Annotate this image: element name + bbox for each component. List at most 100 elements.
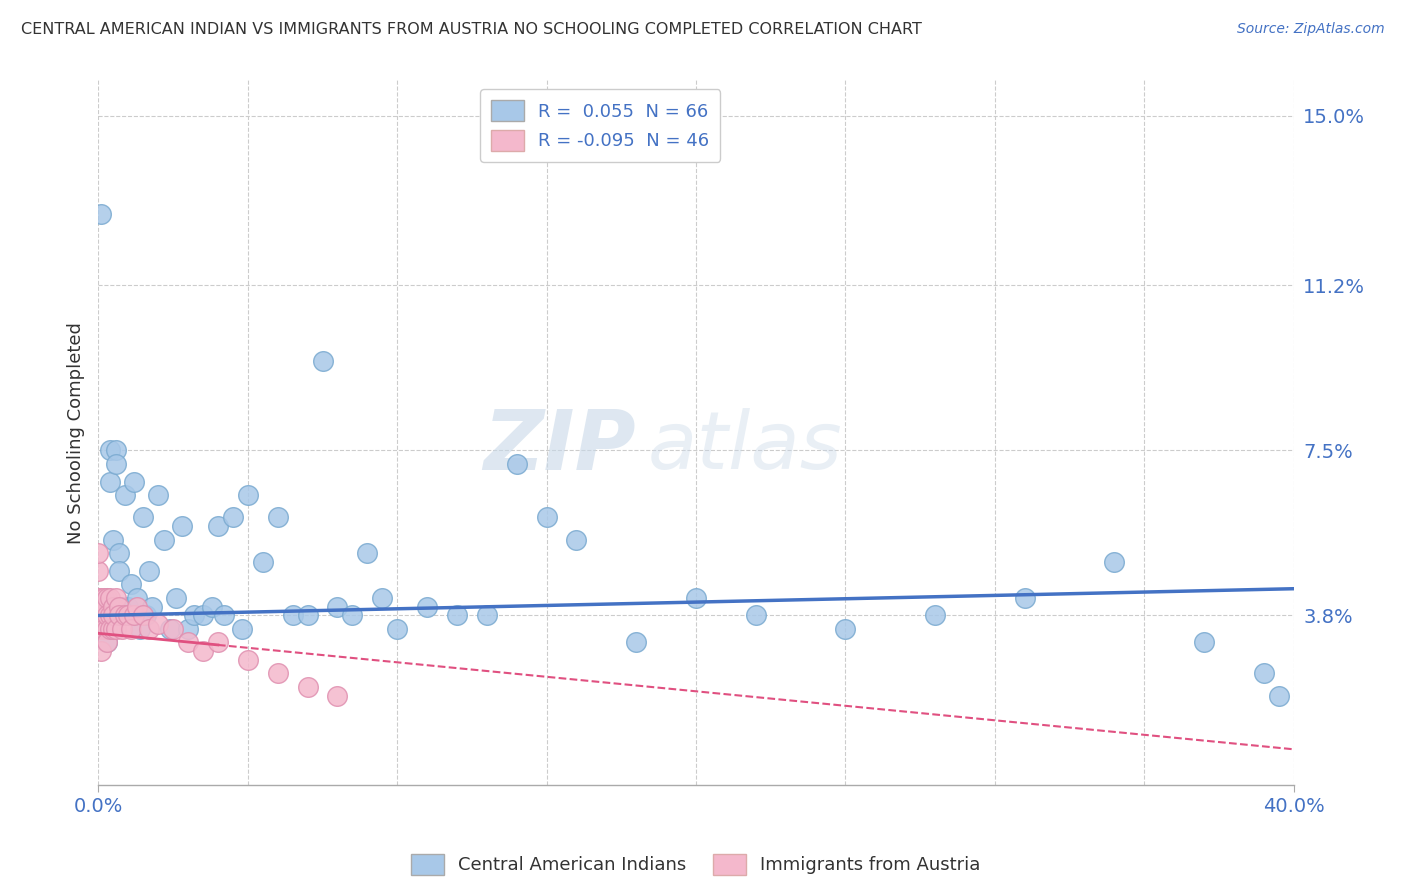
Point [356,546,378,560]
Point [87,617,110,632]
Point [90,644,112,658]
Point [93,608,115,623]
Point [159,622,181,636]
Point [96,591,118,605]
Point [108,608,131,623]
Point [148,617,170,632]
Point [105,591,128,605]
Point [103,608,125,623]
Point [745,608,768,623]
Point [153,533,176,547]
Point [96,635,118,649]
Point [162,622,184,636]
Point [124,475,146,489]
Point [267,666,290,681]
Point [117,608,139,623]
Point [90,599,112,614]
Point [90,608,112,623]
Point [96,635,118,649]
Point [103,622,125,636]
Point [132,608,155,623]
Point [177,635,200,649]
Point [96,591,118,605]
Point [103,599,125,614]
Point [127,599,149,614]
Point [207,519,229,533]
Point [124,608,146,623]
Point [135,608,157,623]
Point [834,622,856,636]
Point [114,608,136,623]
Point [416,599,439,614]
Point [111,622,134,636]
Point [371,591,394,605]
Point [252,555,274,569]
Point [87,591,110,605]
Point [98,622,122,636]
Point [129,622,152,636]
Point [311,354,333,368]
Point [1253,666,1275,681]
Point [506,457,529,471]
Text: Source: ZipAtlas.com: Source: ZipAtlas.com [1237,22,1385,37]
Point [207,635,229,649]
Point [626,635,648,649]
Point [165,591,187,605]
Point [222,510,245,524]
Point [191,644,214,658]
Point [93,622,115,636]
Point [385,622,409,636]
Point [111,599,134,614]
Point [1267,689,1289,703]
Legend: Central American Indians, Immigrants from Austria: Central American Indians, Immigrants fro… [404,847,988,882]
Point [114,488,136,502]
Text: ZIP: ZIP [484,406,637,487]
Point [87,622,110,636]
Point [565,533,588,547]
Point [105,443,128,458]
Point [1192,635,1215,649]
Point [98,443,122,458]
Point [297,608,319,623]
Point [267,510,290,524]
Point [90,591,112,605]
Point [98,608,122,623]
Point [281,608,304,623]
Point [231,622,253,636]
Point [297,680,319,694]
Point [87,608,110,623]
Point [93,591,115,605]
Point [138,622,160,636]
Point [98,475,122,489]
Point [117,599,139,614]
Point [138,564,160,578]
Point [924,608,946,623]
Point [148,488,170,502]
Point [191,608,214,623]
Point [446,608,468,623]
Point [326,689,349,703]
Point [120,577,142,591]
Point [212,608,235,623]
Point [93,622,115,636]
Point [685,591,707,605]
Point [93,599,115,614]
Point [236,653,259,667]
Point [90,608,112,623]
Point [103,622,125,636]
Point [96,608,118,623]
Point [201,599,224,614]
Point [103,533,125,547]
Point [236,488,259,502]
Point [172,519,194,533]
Point [96,622,118,636]
Point [90,622,112,636]
Point [117,608,139,623]
Point [132,510,155,524]
Point [326,599,349,614]
Point [177,622,200,636]
Point [87,564,110,578]
Point [87,546,110,560]
Point [141,599,163,614]
Point [127,591,149,605]
